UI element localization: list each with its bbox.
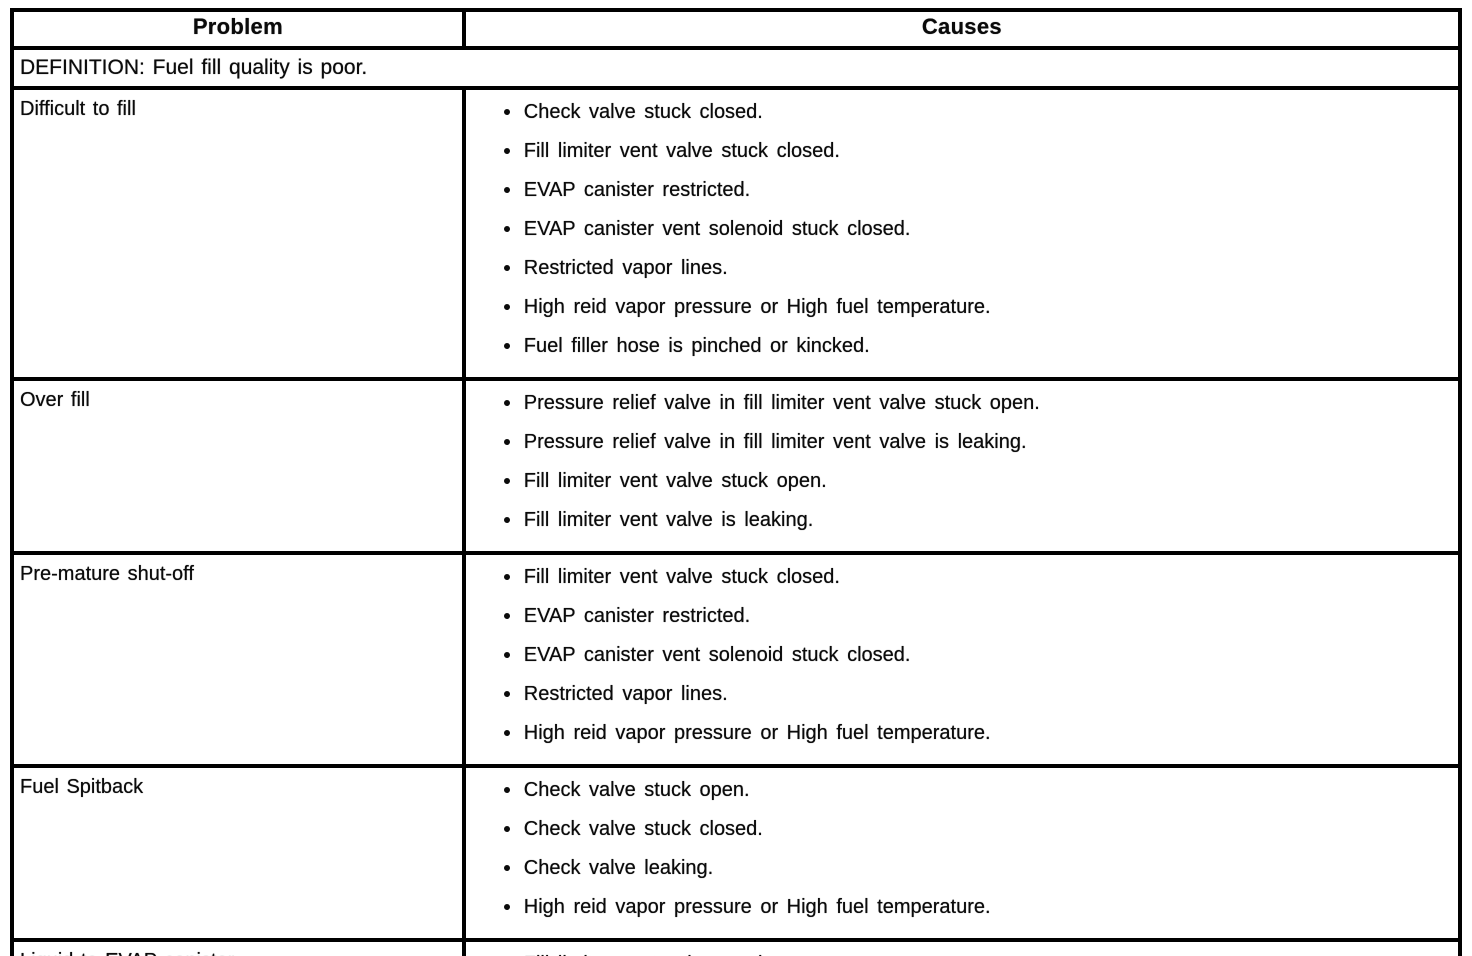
cause-item: EVAP canister restricted. — [502, 604, 1448, 628]
table-body: DEFINITION: Fuel fill quality is poor. D… — [10, 46, 1463, 956]
cause-item: Restricted vapor lines. — [502, 682, 1448, 706]
problem-cell: Difficult to fill — [10, 86, 466, 381]
cause-item: Check valve leaking. — [502, 856, 1448, 880]
causes-cell: Check valve stuck open. Check valve stuck… — [461, 764, 1463, 942]
cause-item: Fill limiter vent valve stuck closed. — [502, 139, 1448, 163]
troubleshooting-table: Problem Causes DEFINITION: Fuel fill qua… — [10, 8, 1463, 956]
problem-label: Liquid to EVAP canister. — [20, 950, 239, 956]
causes-list: Fill limiter vent valve stuck closed. EVA… — [466, 565, 1448, 745]
problem-label: Over fill — [20, 389, 90, 411]
cause-item: Fill limiter vent valve is leaking. — [502, 508, 1448, 532]
cause-item: Fuel filler hose is pinched or kincked. — [502, 334, 1448, 358]
problem-cell: Over fill — [10, 377, 466, 555]
cause-item: High reid vapor pressure or High fuel te… — [502, 295, 1448, 319]
cause-item: Check valve stuck open. — [502, 778, 1448, 802]
cause-item: Fill limiter vent valve stuck open. — [502, 952, 1448, 956]
table-row: Over fill Pressure relief valve in fill … — [10, 377, 1463, 555]
causes-column-header: Causes — [461, 8, 1463, 50]
problem-cell: Pre-mature shut-off — [10, 551, 466, 768]
cause-item: EVAP canister restricted. — [502, 178, 1448, 202]
problem-column-header: Problem — [10, 8, 466, 50]
problem-label: Fuel Spitback — [20, 776, 144, 798]
header-row: Problem Causes — [10, 8, 1463, 50]
causes-list: Check valve stuck closed. Fill limiter ve… — [466, 100, 1448, 358]
causes-list: Fill limiter vent valve stuck open.Fill … — [466, 952, 1448, 956]
cause-item: Restricted vapor lines. — [502, 256, 1448, 280]
cause-item: High reid vapor pressure or High fuel te… — [502, 721, 1448, 745]
table-row: Pre-mature shut-off Fill limiter vent va… — [10, 551, 1463, 768]
cause-item: Fill limiter vent valve stuck open. — [502, 469, 1448, 493]
cause-item: Fill limiter vent valve stuck closed. — [502, 565, 1448, 589]
causes-cell: Fill limiter vent valve stuck closed. EVA… — [461, 551, 1463, 768]
cause-item: EVAP canister vent solenoid stuck closed… — [502, 217, 1448, 241]
problem-label: Difficult to fill — [20, 98, 136, 120]
problem-cell: Liquid to EVAP canister. — [10, 938, 466, 956]
table-row: Liquid to EVAP canister. Fill limiter ve… — [10, 938, 1463, 956]
definition-text: DEFINITION: Fuel fill quality is poor. — [10, 46, 1462, 90]
table-row: Fuel Spitback Check valve stuck open. Che… — [10, 764, 1463, 942]
cause-item: Check valve stuck closed. — [502, 817, 1448, 841]
cause-item: Check valve stuck closed. — [502, 100, 1448, 124]
cause-item: Pressure relief valve in fill limiter ve… — [502, 391, 1448, 415]
definition-row: DEFINITION: Fuel fill quality is poor. — [10, 46, 1462, 90]
cause-item: EVAP canister vent solenoid stuck closed… — [502, 643, 1448, 667]
problem-label: Pre-mature shut-off — [20, 563, 194, 585]
table-row: Difficult to fill Check valve stuck clos… — [10, 86, 1463, 381]
causes-list: Pressure relief valve in fill limiter ve… — [466, 391, 1448, 532]
cause-item: High reid vapor pressure or High fuel te… — [502, 895, 1448, 919]
causes-cell: Pressure relief valve in fill limiter ve… — [461, 377, 1463, 555]
causes-cell: Check valve stuck closed. Fill limiter ve… — [461, 86, 1463, 381]
causes-list: Check valve stuck open. Check valve stuck… — [466, 778, 1448, 919]
causes-cell: Fill limiter vent valve stuck open.Fill … — [461, 938, 1463, 956]
cause-item: Pressure relief valve in fill limiter ve… — [502, 430, 1448, 454]
problem-cell: Fuel Spitback — [10, 764, 466, 942]
